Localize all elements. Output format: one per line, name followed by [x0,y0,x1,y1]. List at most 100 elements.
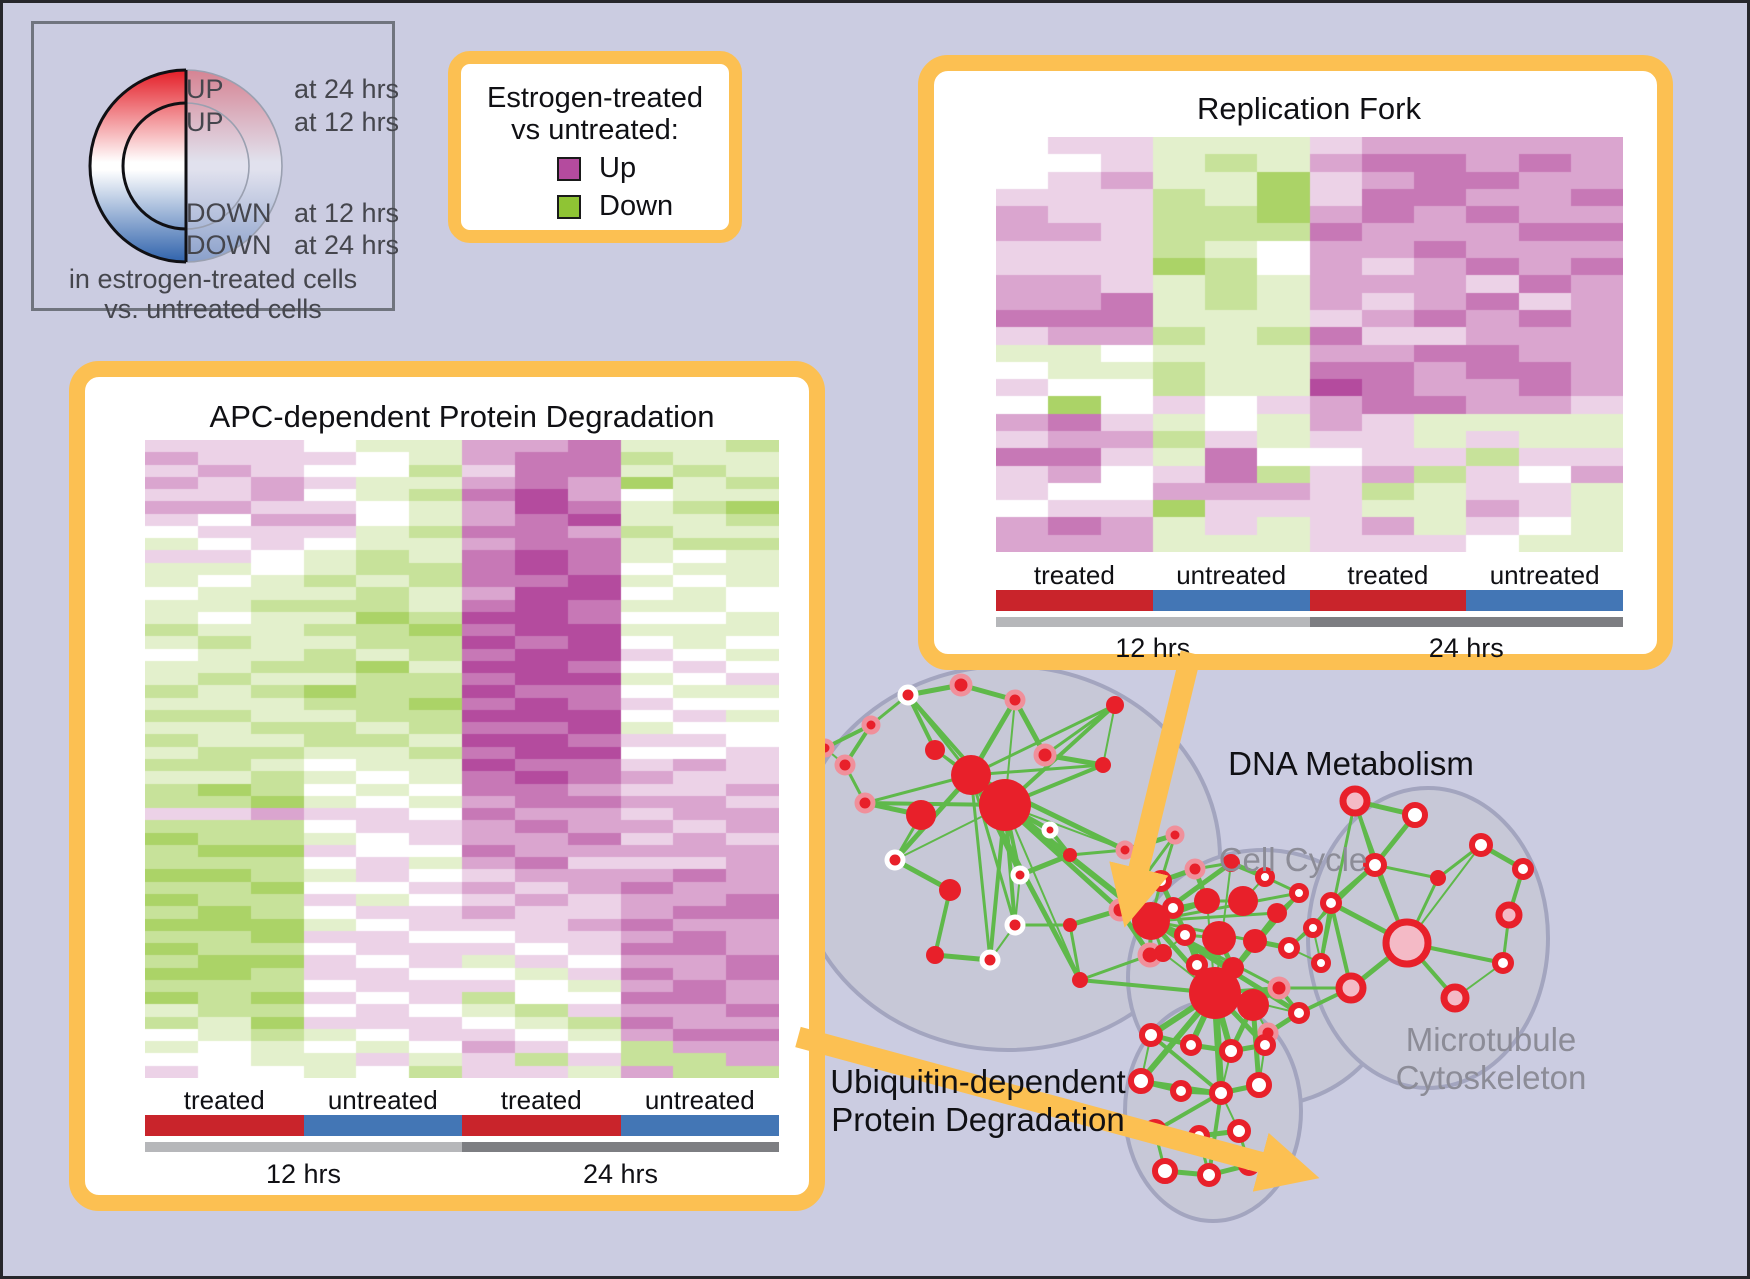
network-node [1150,870,1172,892]
apc-time-labels: 12 hrs 24 hrs [145,1159,779,1193]
network-node [1311,953,1331,973]
network-edge [1102,704,1116,766]
network-node [1255,867,1275,887]
rf-group-labels: treated untreated treated untreated [996,560,1623,591]
network-node [949,673,973,697]
rf-time-bar [996,617,1623,627]
network-node [897,684,919,706]
network-edge [969,703,1117,777]
network-node [1267,903,1287,923]
network-node [1154,944,1172,962]
ring-time-label: at 12 hrs [294,198,400,228]
network-node [1063,848,1077,862]
treated-bar [996,590,1153,611]
network-edge [1319,799,1357,965]
network-node [925,740,945,760]
ring-legend-box: UP at 24 hrs UP at 12 hrs DOWN at 12 hrs DO… [31,21,399,324]
network-node [1170,1080,1192,1102]
network-node [951,755,991,795]
network-node [1237,989,1269,1021]
treated-bar [145,1115,304,1136]
network-node [1188,1125,1210,1147]
color-legend-title-line1: Estrogen-treated [486,82,703,114]
network-node [1132,902,1170,940]
rf-panel-title: Replication Fork [1197,91,1421,126]
network-node [1186,954,1208,976]
network-node [939,879,961,901]
group-label: treated [1033,560,1115,590]
network-node [1209,1081,1233,1105]
network-node [1289,883,1309,903]
network-node [1004,914,1026,936]
network-node [1246,1072,1272,1098]
ring-row-down24: DOWN at 24 hrs [186,230,399,261]
ring-row-down12: DOWN at 12 hrs [186,198,399,229]
network-node [1492,952,1514,974]
network-node [1228,886,1258,916]
network-node [1139,1023,1163,1047]
time-bar-12 [996,617,1310,627]
network-node [1254,1034,1276,1056]
network-edge [1004,804,1081,981]
time-bar-24 [1309,617,1623,627]
apc-heatmap-panel: APC-dependent Protein Degradation treate… [69,361,825,1211]
group-label: treated [500,1085,582,1115]
network-node [1402,802,1428,828]
network-node [1106,696,1124,714]
apc-time-bar [145,1142,779,1152]
time-label-24: 24 hrs [582,1159,659,1189]
color-legend-title-line2: vs untreated: [511,114,679,146]
legend-item-down: Down [557,190,673,223]
group-label: untreated [1489,560,1600,590]
network-node [1108,898,1132,922]
apc-group-labels: treated untreated treated untreated [145,1085,779,1116]
network-edge [933,888,952,957]
network-node [1222,854,1240,872]
network-node [1243,929,1267,953]
rf-time-labels: 12 hrs 24 hrs [996,633,1623,667]
rf-heatmap [996,137,1623,552]
network-node [884,849,906,871]
down-label: Down [599,190,674,222]
network-node [1010,865,1030,885]
network-node [1320,892,1342,914]
network-node [1440,983,1470,1013]
treated-bar [1309,590,1467,611]
network-node [1041,821,1059,839]
network-node [1152,1158,1178,1184]
time-label-24: 24 hrs [1428,633,1504,663]
untreated-bar [303,1115,462,1136]
network-node [1469,833,1493,857]
network-node [1143,1119,1167,1143]
up-label: Up [599,152,637,184]
network-node [1278,937,1300,959]
ring-row-up12: UP at 12 hrs [186,107,399,138]
network-node [906,800,936,830]
network-node [1033,743,1057,767]
network-edge [969,773,1017,927]
network-node [1267,976,1291,1000]
network-edge [969,763,1105,777]
network-node [1115,840,1135,860]
time-bar-24 [462,1142,779,1152]
time-label-12: 12 hrs [1115,633,1191,663]
network-node [1128,1068,1154,1094]
network-node [1004,689,1026,711]
network-node [1189,967,1241,1019]
network-node [1184,858,1206,880]
group-label: treated [1347,560,1429,590]
network-node [1063,918,1077,932]
network-node [1227,1119,1251,1143]
group-label: untreated [644,1085,755,1115]
time-label-12: 12 hrs [265,1159,342,1189]
network-node [1382,918,1432,968]
network-edge [1068,923,1082,982]
ring-dir-label: DOWN [186,230,272,260]
untreated-bar [1466,590,1623,611]
network-node [979,779,1031,831]
network-node [926,946,944,964]
ring-diagram [88,68,283,264]
network-node [1339,785,1371,817]
treated-bar [462,1115,621,1136]
